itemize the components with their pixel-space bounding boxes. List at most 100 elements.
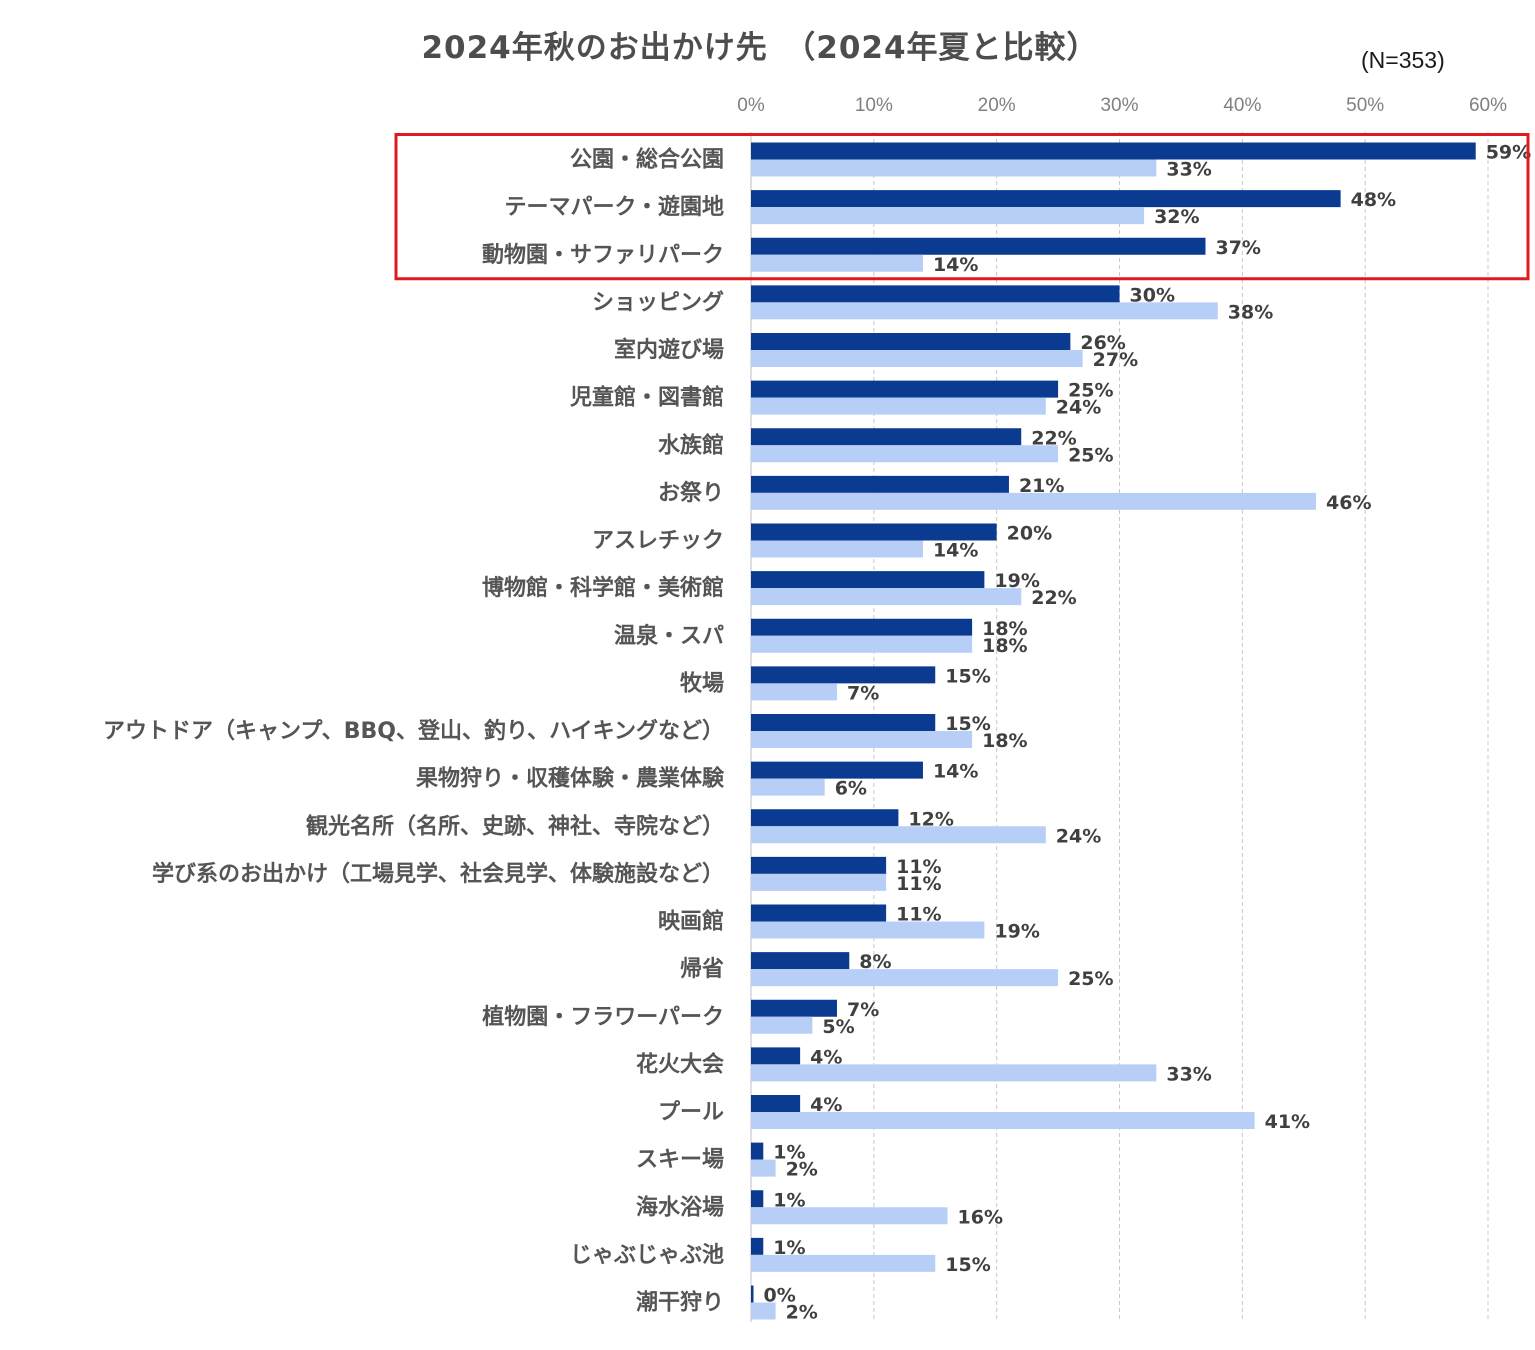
value-label: 46%	[1326, 492, 1371, 514]
bar-autumn	[751, 475, 1009, 493]
category-label: 温泉・スパ	[614, 623, 724, 649]
bar-autumn	[751, 1285, 754, 1303]
bar-autumn	[751, 999, 837, 1017]
category-label: 学び系のお出かけ（工場見学、社会見学、体験施設など）	[152, 861, 724, 887]
bar-autumn	[751, 333, 1071, 350]
value-label: 16%	[958, 1206, 1003, 1228]
value-label: 14%	[933, 540, 978, 562]
value-label: 24%	[1056, 825, 1101, 847]
x-tick-label: 60%	[1469, 95, 1507, 116]
value-label: 1%	[773, 1142, 805, 1164]
value-label: 19%	[994, 921, 1039, 943]
bar-summer	[751, 540, 923, 558]
value-label: 6%	[835, 778, 867, 800]
value-label: 18%	[982, 635, 1027, 657]
category-label: 観光名所（名所、史跡、神社、寺院など）	[306, 813, 724, 839]
value-labels: 59%33%48%32%37%14%30%38%26%27%25%24%22%2…	[764, 142, 1532, 1324]
bar-summer	[751, 445, 1059, 463]
value-label: 27%	[1093, 349, 1138, 371]
bar-autumn	[751, 523, 997, 541]
category-label: ショッピング	[592, 289, 724, 315]
value-label: 26%	[1080, 332, 1125, 354]
value-label: 2%	[786, 1159, 818, 1181]
bar-autumn	[751, 666, 936, 684]
category-label: 動物園・サファリパーク	[482, 242, 724, 268]
bar-summer	[751, 826, 1046, 844]
category-label: 花火大会	[636, 1051, 724, 1077]
value-label: 22%	[1031, 427, 1076, 449]
value-label: 33%	[1166, 1063, 1211, 1085]
value-label: 8%	[859, 951, 891, 973]
value-label: 24%	[1056, 397, 1101, 419]
bar-summer	[751, 969, 1059, 987]
bar-summer	[751, 1112, 1255, 1129]
value-label: 25%	[1068, 444, 1113, 466]
value-label: 15%	[945, 713, 990, 735]
category-label: プール	[658, 1100, 724, 1125]
bar-autumn	[751, 714, 936, 731]
category-label: 帰省	[680, 957, 724, 982]
bar-autumn	[751, 428, 1022, 446]
value-label: 11%	[896, 904, 941, 926]
category-label: アスレチック	[592, 529, 724, 554]
bar-autumn	[751, 1095, 801, 1112]
bar-summer	[751, 873, 887, 891]
bar-summer	[751, 1159, 776, 1177]
value-label: 18%	[982, 730, 1027, 752]
bar-summer	[751, 1064, 1157, 1082]
value-label: 4%	[810, 1094, 842, 1116]
x-tick-label: 40%	[1223, 95, 1261, 116]
bar-autumn	[751, 142, 1476, 160]
value-label: 15%	[945, 1254, 990, 1276]
bar-summer	[751, 254, 923, 272]
bar-autumn	[751, 380, 1059, 398]
bar-summer	[751, 635, 973, 653]
category-label: 映画館	[658, 909, 724, 935]
value-label: 14%	[933, 761, 978, 783]
value-label: 7%	[847, 682, 879, 704]
value-label: 37%	[1215, 237, 1260, 259]
category-label: アウトドア（キャンプ、BBQ、登山、釣り、ハイキングなど）	[103, 718, 724, 744]
value-label: 5%	[822, 1016, 854, 1038]
value-label: 15%	[945, 665, 990, 687]
value-label: 0%	[764, 1285, 796, 1307]
bar-summer	[751, 302, 1218, 320]
bar-summer	[751, 683, 837, 701]
bar-autumn	[751, 237, 1206, 255]
category-label: テーマパーク・遊園地	[504, 194, 724, 220]
value-label: 1%	[773, 1237, 805, 1259]
category-label: スキー場	[636, 1148, 724, 1173]
bar-summer	[751, 921, 985, 939]
bar-summer	[751, 159, 1157, 177]
bar-autumn	[751, 1142, 764, 1160]
value-label: 18%	[982, 618, 1027, 640]
category-label: 植物園・フラワーパーク	[482, 1004, 724, 1030]
value-label: 38%	[1228, 301, 1273, 323]
bar-summer	[751, 588, 1022, 606]
x-tick-label: 20%	[978, 95, 1016, 116]
category-label: 公園・総合公園	[570, 147, 724, 173]
value-label: 33%	[1166, 159, 1211, 181]
chart-title: 2024年秋のお出かけ先 （2024年夏と比較）	[421, 30, 1099, 66]
category-label: 海水浴場	[636, 1194, 724, 1220]
category-label: お祭り	[658, 480, 724, 506]
bar-autumn	[751, 904, 887, 922]
bar-autumn	[751, 809, 899, 827]
bar-summer	[751, 1254, 936, 1272]
value-label: 20%	[1007, 523, 1052, 545]
bar-autumn	[751, 1237, 764, 1255]
category-labels: 公園・総合公園テーマパーク・遊園地動物園・サファリパークショッピング室内遊び場児…	[103, 147, 725, 1316]
bar-summer	[751, 207, 1145, 225]
value-label: 7%	[847, 999, 879, 1021]
value-label: 41%	[1265, 1111, 1310, 1133]
x-tick-label: 50%	[1346, 95, 1384, 116]
bar-summer	[751, 397, 1046, 415]
value-label: 25%	[1068, 968, 1113, 990]
bars-layer	[751, 142, 1476, 1320]
category-label: 潮干狩り	[636, 1290, 724, 1316]
category-label: 水族館	[658, 432, 724, 458]
bar-summer	[751, 1016, 813, 1034]
value-label: 11%	[896, 856, 941, 878]
